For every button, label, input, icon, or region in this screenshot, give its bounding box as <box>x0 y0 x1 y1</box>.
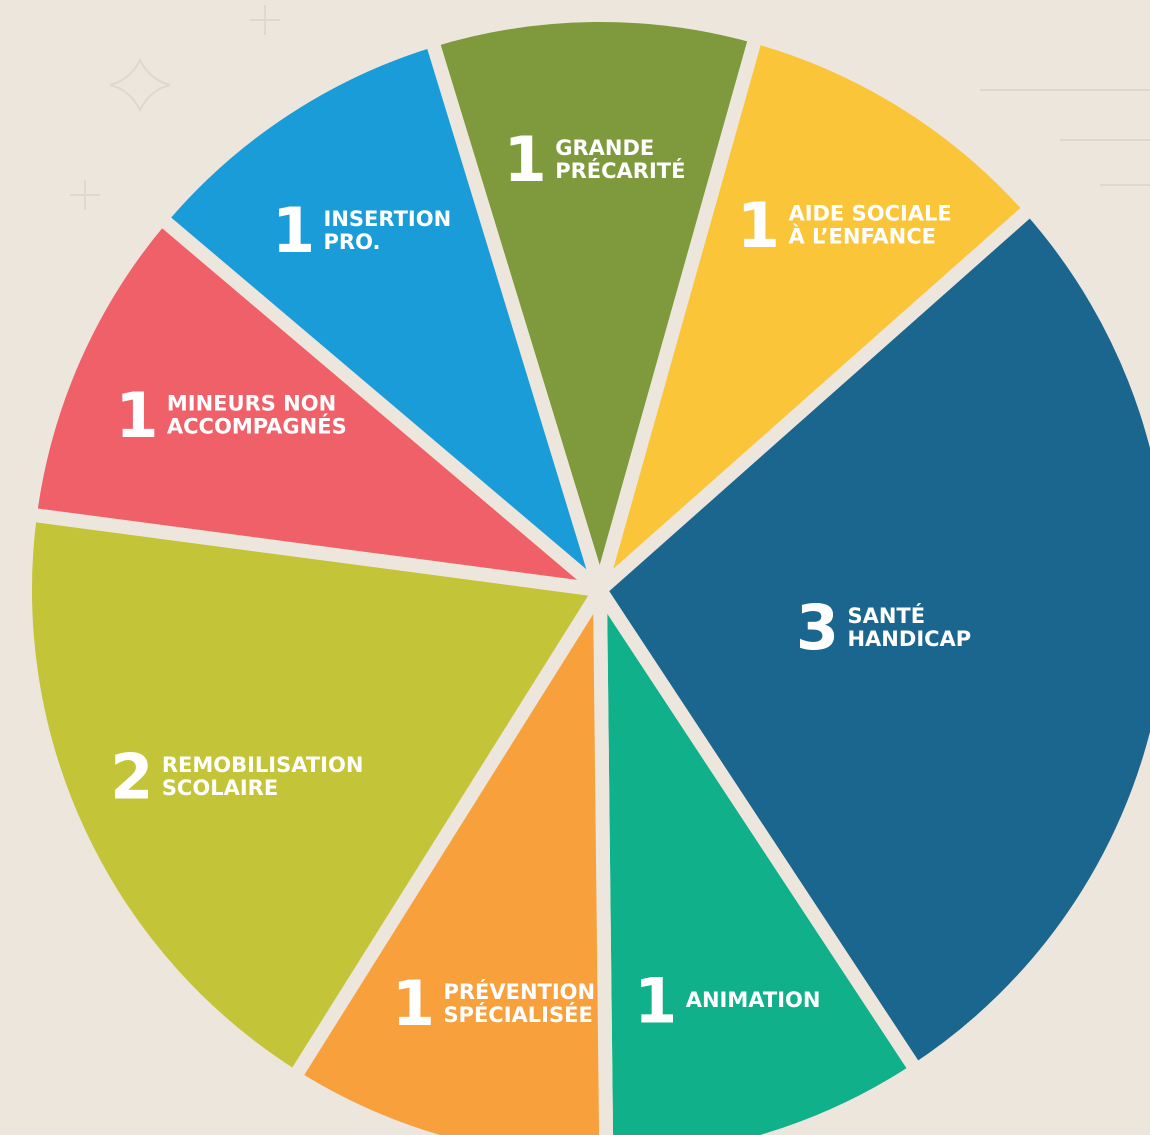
category-line: AIDE SOCIALE <box>788 202 951 226</box>
category-line: PRÉCARITÉ <box>555 158 685 183</box>
slice-category: REMOBILISATION SCOLAIRE <box>162 753 364 800</box>
slice-value: 1 <box>392 967 435 1040</box>
slice-category: MINEURS NON ACCOMPAGNÉS <box>167 392 347 439</box>
category-line: HANDICAP <box>847 627 971 651</box>
slice-value: 1 <box>504 123 547 196</box>
pie-slice <box>593 583 924 1135</box>
category-line: INSERTION <box>324 207 452 231</box>
slice-category: AIDE SOCIALE À L’ENFANCE <box>788 202 951 249</box>
slice-label: 1 PRÉVENTION SPÉCIALISÉE <box>392 967 595 1040</box>
category-line: PRO. <box>324 230 381 254</box>
slice-value: 2 <box>110 740 153 813</box>
slice-value: 1 <box>115 379 158 452</box>
slice-label: 2 REMOBILISATION SCOLAIRE <box>110 740 363 813</box>
slice-label: 1 ANIMATION <box>634 964 820 1037</box>
category-line: À L’ENFANCE <box>788 224 936 249</box>
pie-slice <box>424 8 763 597</box>
category-line: GRANDE <box>555 136 654 160</box>
slice-category: INSERTION PRO. <box>324 207 452 254</box>
category-line: SANTÉ <box>847 603 925 628</box>
category-line: SCOLAIRE <box>162 776 278 800</box>
pie-slice <box>593 29 1038 597</box>
slice-label: 3 SANTÉ HANDICAP <box>796 591 971 664</box>
category-line: ANIMATION <box>686 988 821 1012</box>
slice-label: 1 INSERTION PRO. <box>272 194 451 267</box>
pie-slice <box>287 583 614 1135</box>
slice-value: 1 <box>737 189 780 262</box>
decoration <box>70 5 1150 210</box>
slice-label: 1 AIDE SOCIALE À L’ENFANCE <box>737 189 952 262</box>
pie-slice <box>18 507 607 1085</box>
category-line: ACCOMPAGNÉS <box>167 414 347 439</box>
category-line: MINEURS NON <box>167 392 336 416</box>
category-line: REMOBILISATION <box>162 753 364 777</box>
pie-slice <box>22 211 607 597</box>
slice-value: 1 <box>634 964 677 1037</box>
slice-value: 3 <box>796 591 839 664</box>
pie-slice <box>593 201 1150 1078</box>
slice-label: 1 MINEURS NON ACCOMPAGNÉS <box>115 379 346 452</box>
slice-category: ANIMATION <box>686 988 821 1012</box>
category-line: SPÉCIALISÉE <box>443 1002 592 1027</box>
slice-label: 1 GRANDE PRÉCARITÉ <box>504 123 686 196</box>
slice-category: SANTÉ HANDICAP <box>847 603 971 651</box>
category-line: PRÉVENTION <box>443 979 595 1004</box>
slice-value: 1 <box>272 194 315 267</box>
slice-category: GRANDE PRÉCARITÉ <box>555 136 685 183</box>
slice-category: PRÉVENTION SPÉCIALISÉE <box>443 979 595 1027</box>
pie-slice <box>154 33 607 597</box>
